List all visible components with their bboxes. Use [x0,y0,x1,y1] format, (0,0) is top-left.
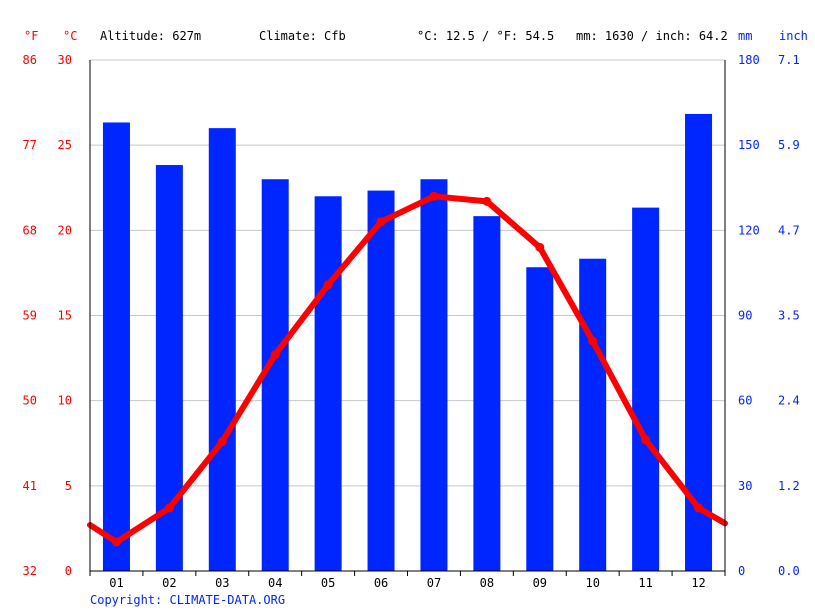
precipitation-bar [314,196,342,571]
month-tick-label: 09 [533,576,547,590]
month-tick-label: 02 [162,576,176,590]
total-precipitation-label: mm: 1630 / inch: 64.2 [576,29,728,43]
temperature-point [217,437,227,447]
temperature-point [588,336,598,346]
climate-label: Climate: Cfb [259,29,346,43]
precipitation-bar [367,190,395,572]
precipitation-bar [473,216,501,571]
axes [89,60,726,576]
mm-tick-label: 30 [738,479,752,493]
inch-tick-label: 3.5 [778,309,800,323]
mm-tick-label: 0 [738,564,745,578]
temperature-point [164,503,174,513]
precipitation-bar [579,258,607,571]
month-tick-label: 06 [374,576,388,590]
inch-tick-label: 0.0 [778,564,800,578]
mm-tick-label: 180 [738,53,760,67]
precipitation-bar [526,267,554,571]
inch-tick-label: 4.7 [778,223,800,237]
fahrenheit-tick-label: 32 [23,564,37,578]
celsius-tick-label: 15 [58,309,72,323]
temperature-point [535,242,545,252]
month-tick-label: 03 [215,576,229,590]
temperature-point [694,503,704,513]
temperature-point [482,196,492,206]
celsius-tick-label: 10 [58,394,72,408]
grid-lines [90,59,725,487]
unit-celsius-label: °C [63,29,77,43]
inch-tick-label: 1.2 [778,479,800,493]
precipitation-bar [102,122,130,571]
fahrenheit-tick-label: 50 [23,394,37,408]
celsius-tick-label: 25 [58,138,72,152]
month-tick-label: 08 [480,576,494,590]
fahrenheit-tick-label: 41 [23,479,37,493]
fahrenheit-tick-label: 68 [23,223,37,237]
temperature-point [111,537,121,547]
inch-tick-label: 5.9 [778,138,800,152]
month-tick-label: 12 [691,576,705,590]
tick-labels: 32 0 0 0.041 5 30 1.250 10 60 2.459 15 90 3.568 20 120… [23,53,800,590]
temperature-point [376,217,386,227]
fahrenheit-tick-label: 86 [23,53,37,67]
month-tick-label: 07 [427,576,441,590]
month-tick-label: 10 [585,576,599,590]
temperature-point [429,191,439,201]
temperature-line [87,191,728,547]
mm-tick-label: 60 [738,394,752,408]
altitude-label: Altitude: 627m [100,29,201,43]
mm-tick-label: 120 [738,223,760,237]
temperature-point [270,350,280,360]
precipitation-bars [102,113,713,572]
unit-mm-label: mm [738,29,752,43]
mm-tick-label: 150 [738,138,760,152]
unit-inch-label: inch [779,29,808,43]
precipitation-bar [632,207,660,571]
mm-tick-label: 90 [738,309,752,323]
precipitation-bar [685,113,713,571]
celsius-tick-label: 30 [58,53,72,67]
temperature-point [323,280,333,290]
fahrenheit-tick-label: 77 [23,138,37,152]
precipitation-bar [420,179,448,571]
precipitation-bar [208,128,236,571]
month-tick-label: 01 [109,576,123,590]
temperature-point [641,435,651,445]
unit-fahrenheit-label: °F [24,29,38,43]
month-tick-label: 05 [321,576,335,590]
copyright-text: Copyright: CLIMATE-DATA.ORG [90,593,285,607]
inch-tick-label: 2.4 [778,394,800,408]
celsius-tick-label: 5 [65,479,72,493]
celsius-tick-label: 0 [65,564,72,578]
inch-tick-label: 7.1 [778,53,800,67]
average-temperature-label: °C: 12.5 / °F: 54.5 [417,29,554,43]
fahrenheit-tick-label: 59 [23,309,37,323]
temperature-line-path [87,193,728,545]
month-tick-label: 04 [268,576,282,590]
celsius-tick-label: 20 [58,223,72,237]
month-tick-label: 11 [638,576,652,590]
